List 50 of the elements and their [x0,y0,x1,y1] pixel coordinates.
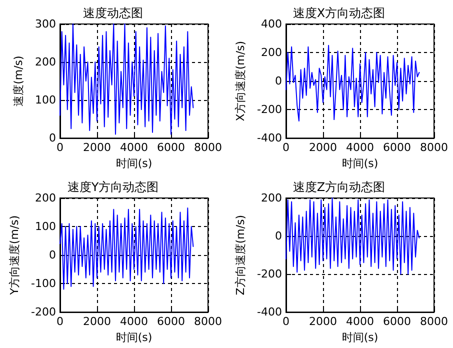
y-tick-label: -200 [31,306,56,319]
x-axis-title: 时间(s) [116,331,152,344]
y-tick-label: -400 [257,306,282,319]
y-tick-label: -200 [257,268,282,281]
x-axis-title: 时间(s) [342,157,378,170]
x-tick-label: 8000 [194,315,222,328]
x-tick-label: 4000 [120,141,148,154]
x-tick-label: 6000 [383,141,411,154]
y-axis-title: Y方向速度(m/s) [8,215,22,296]
chart-title: 速度X方向动态图 [292,6,386,20]
chart-title: 速度动态图 [83,6,143,20]
y-tick-label: 200 [35,56,56,69]
chart-title: 速度Z方向动态图 [292,180,386,194]
x-tick-label: 2000 [309,141,337,154]
line-series [286,198,420,275]
x-tick-label: 6000 [157,315,185,328]
x-tick-label: 2000 [83,315,111,328]
y-tick-label: 0 [49,248,56,262]
x-axis-title: 时间(s) [116,157,152,170]
y-tick-label: 0 [275,230,282,243]
y-axis-title: 速度(m/s) [12,56,25,106]
y-tick-label: 200 [261,46,282,60]
x-tick-label: 6000 [383,315,411,328]
x-tick-label: 8000 [420,141,448,154]
y-tick-label: 0 [275,74,282,88]
y-tick-label: -400 [257,132,282,145]
x-tick-label: 6000 [157,141,185,154]
line-series [286,44,420,122]
y-tick-label: 300 [35,18,56,30]
x-tick-label: 2000 [309,315,337,328]
y-tick-label: 200 [261,192,282,204]
y-axis-title: Z方向速度(m/s) [234,214,248,296]
x-axis-title: 时间(s) [342,331,378,344]
x-tick-label: 4000 [120,315,148,328]
line-series [60,24,194,135]
x-tick-label: 4000 [346,315,374,328]
y-tick-label: -200 [257,103,282,116]
y-tick-label: 0 [49,132,56,145]
y-tick-label: -100 [31,277,56,290]
y-tick-label: 400 [261,18,282,30]
chart-title: 速度Y方向动态图 [67,180,159,194]
x-tick-label: 2000 [83,141,111,154]
x-tick-label: 4000 [346,141,374,154]
y-tick-label: 100 [35,94,56,107]
y-tick-label: 200 [35,192,56,204]
x-tick-label: 8000 [420,315,448,328]
y-axis-title: X方向速度(m/s) [234,40,248,122]
line-series [60,207,194,290]
x-tick-label: 8000 [194,141,222,154]
y-tick-label: 100 [35,220,56,234]
